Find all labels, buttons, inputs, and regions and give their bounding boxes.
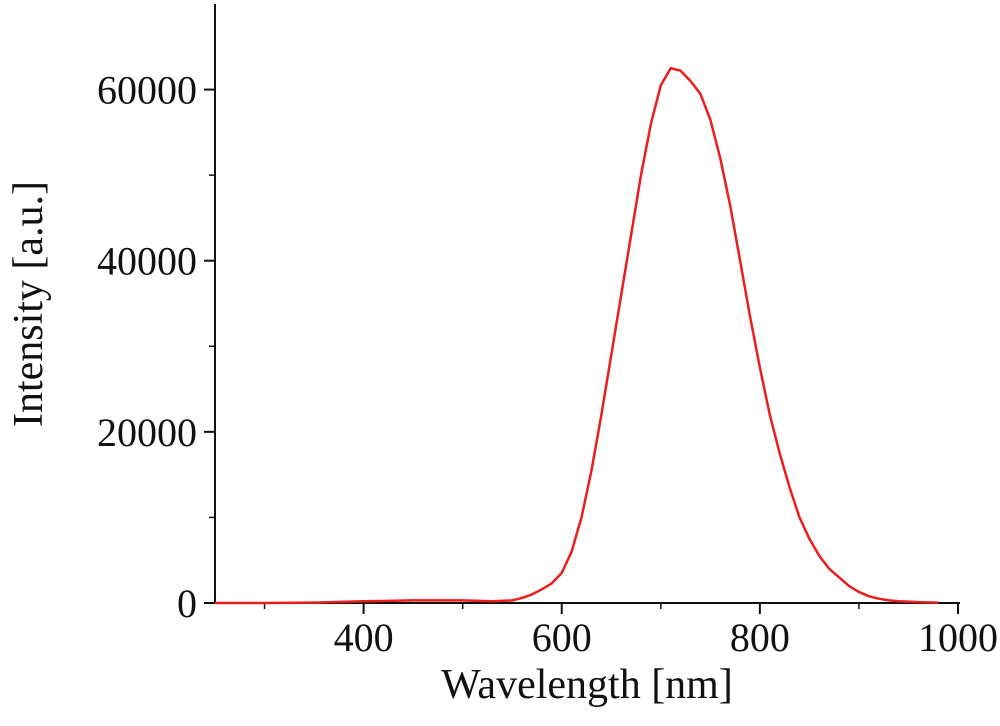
y-axis-title: Intensity [a.u.]: [6, 181, 52, 427]
y-tick-label: 60000: [97, 68, 197, 113]
x-tick-label: 800: [730, 615, 790, 660]
x-tick-label: 600: [532, 615, 592, 660]
y-tick-label: 40000: [97, 239, 197, 284]
x-tick-label: 1000: [918, 615, 998, 660]
x-axis-title: Wavelength [nm]: [441, 662, 733, 708]
y-tick-label: 20000: [97, 410, 197, 455]
x-tick-label: 400: [334, 615, 394, 660]
y-tick-label: 0: [177, 581, 197, 626]
data-line: [215, 66, 939, 605]
